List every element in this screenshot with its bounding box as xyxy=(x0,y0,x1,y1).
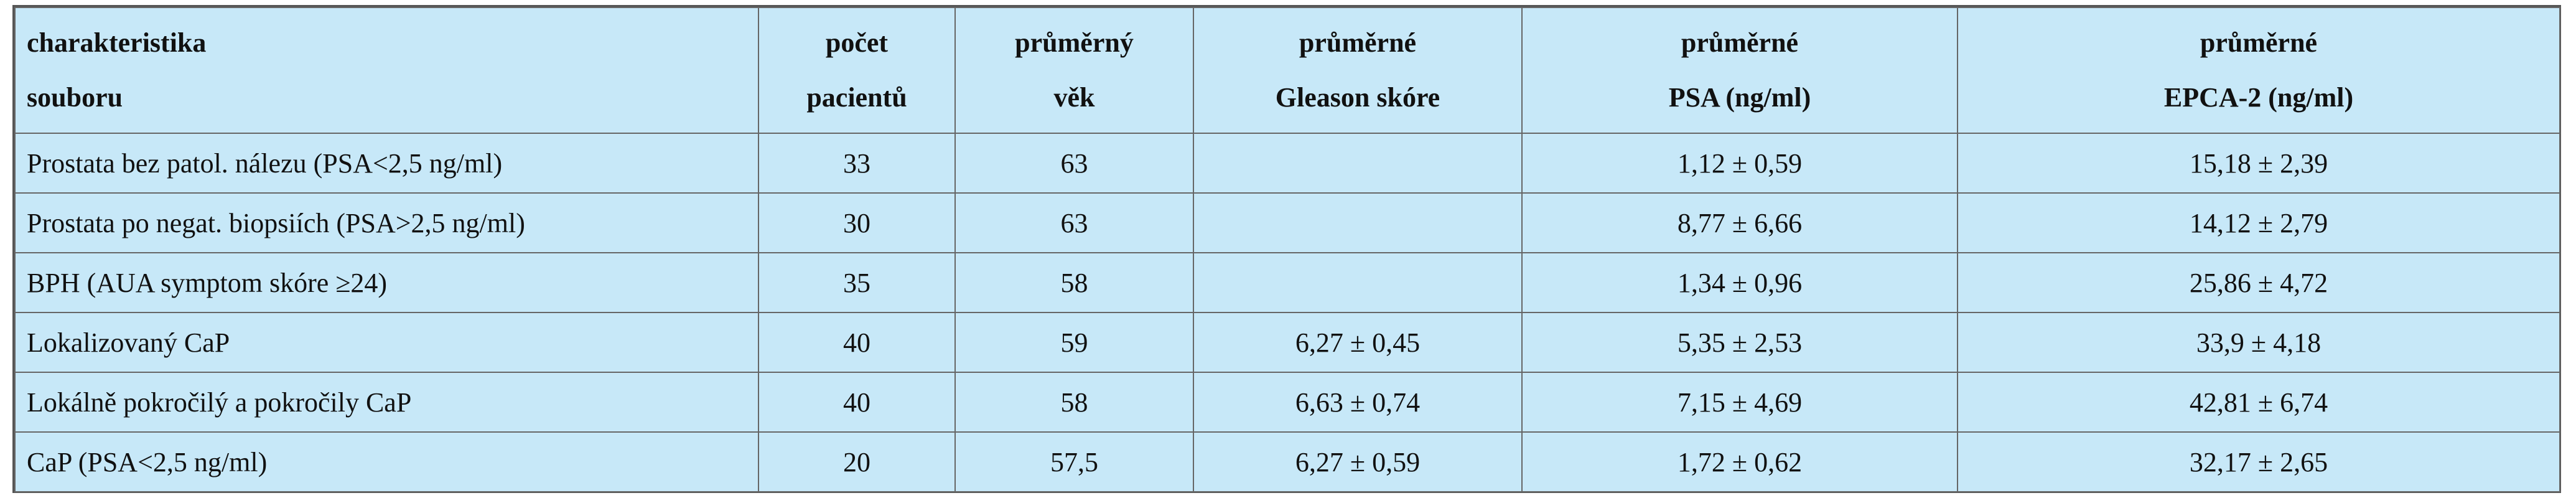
cell: 6,27 ± 0,45 xyxy=(1193,312,1523,373)
header-cell: průměrný věk xyxy=(954,7,1194,134)
cell: 8,77 ± 6,66 xyxy=(1521,192,1958,253)
cell: 32,17 ± 2,65 xyxy=(1957,431,2560,492)
header-text: pacientů xyxy=(806,82,907,113)
cell: 33 xyxy=(758,133,956,194)
header-text: počet xyxy=(825,27,889,58)
cell: 1,12 ± 0,59 xyxy=(1521,133,1958,194)
header-text: průměrné xyxy=(2200,27,2318,58)
header-cell: průměrné PSA (ng/ml) xyxy=(1521,7,1958,134)
cell: 5,35 ± 2,53 xyxy=(1521,312,1958,373)
cell: 35 xyxy=(758,252,956,313)
header-text: průměrné xyxy=(1681,27,1799,58)
row-label: Prostata po negat. biopsiích (PSA>2,5 ng… xyxy=(14,192,759,253)
cell: 14,12 ± 2,79 xyxy=(1957,192,2560,253)
cell: 6,27 ± 0,59 xyxy=(1193,431,1523,492)
cell: 1,34 ± 0,96 xyxy=(1521,252,1958,313)
empty-cell xyxy=(1193,192,1523,253)
empty-cell xyxy=(1193,133,1523,194)
data-table: charakteristika souboru počet pacientů průmě… xyxy=(14,7,2560,492)
table-frame: charakteristika souboru počet pacientů průmě… xyxy=(12,5,2561,493)
table-row: Lokalizovaný CaP 40 59 6,27 ± 0,45 5,35 ± 2,… xyxy=(14,312,2560,373)
header-cell: průměrné EPCA-2 (ng/ml) xyxy=(1957,7,2560,134)
row-label: Lokálně pokročilý a pokročily CaP xyxy=(14,372,759,433)
cell: 63 xyxy=(954,192,1194,253)
table-row: Prostata po negat. biopsiích (PSA>2,5 ng… xyxy=(14,192,2560,253)
cell: 25,86 ± 4,72 xyxy=(1957,252,2560,313)
table-row: BPH (AUA symptom skóre ≥24) 35 58 1,34 ± 0,… xyxy=(14,252,2560,313)
cell: 63 xyxy=(954,133,1194,194)
cell: 6,63 ± 0,74 xyxy=(1193,372,1523,433)
header-text: PSA (ng/ml) xyxy=(1668,82,1811,113)
row-label: Prostata bez patol. nálezu (PSA<2,5 ng/m… xyxy=(14,133,759,194)
cell: 57,5 xyxy=(954,431,1194,492)
cell: 33,9 ± 4,18 xyxy=(1957,312,2560,373)
table-body: Prostata bez patol. nálezu (PSA<2,5 ng/m… xyxy=(14,133,2560,492)
cell: 30 xyxy=(758,192,956,253)
table-row: Prostata bez patol. nálezu (PSA<2,5 ng/m… xyxy=(14,133,2560,194)
cell: 15,18 ± 2,39 xyxy=(1957,133,2560,194)
header-text: charakteristika xyxy=(27,27,207,58)
header-text: věk xyxy=(1053,82,1095,113)
header-cell: počet pacientů xyxy=(758,7,956,134)
header-text: EPCA-2 (ng/ml) xyxy=(2163,82,2354,113)
cell: 59 xyxy=(954,312,1194,373)
table-row: CaP (PSA<2,5 ng/ml) 20 57,5 6,27 ± 0,59 1,72… xyxy=(14,431,2560,492)
cell: 58 xyxy=(954,252,1194,313)
cell: 58 xyxy=(954,372,1194,433)
cell: 42,81 ± 6,74 xyxy=(1957,372,2560,433)
cell: 40 xyxy=(758,312,956,373)
table-row: Lokálně pokročilý a pokročily CaP 40 58 6,6… xyxy=(14,372,2560,433)
header-row: charakteristika souboru počet pacientů průmě… xyxy=(14,7,2560,134)
header-cell: průměrné Gleason skóre xyxy=(1193,7,1523,134)
header-text: průměrný xyxy=(1015,27,1134,58)
cell: 7,15 ± 4,69 xyxy=(1521,372,1958,433)
header-cell: charakteristika souboru xyxy=(14,7,759,134)
header-text: Gleason skóre xyxy=(1275,82,1440,113)
empty-cell xyxy=(1193,252,1523,313)
cell: 20 xyxy=(758,431,956,492)
header-text: souboru xyxy=(27,82,123,113)
row-label: Lokalizovaný CaP xyxy=(14,312,759,373)
row-label: BPH (AUA symptom skóre ≥24) xyxy=(14,252,759,313)
header-text: průměrné xyxy=(1299,27,1417,58)
cell: 40 xyxy=(758,372,956,433)
row-label: CaP (PSA<2,5 ng/ml) xyxy=(14,431,759,492)
cell: 1,72 ± 0,62 xyxy=(1521,431,1958,492)
